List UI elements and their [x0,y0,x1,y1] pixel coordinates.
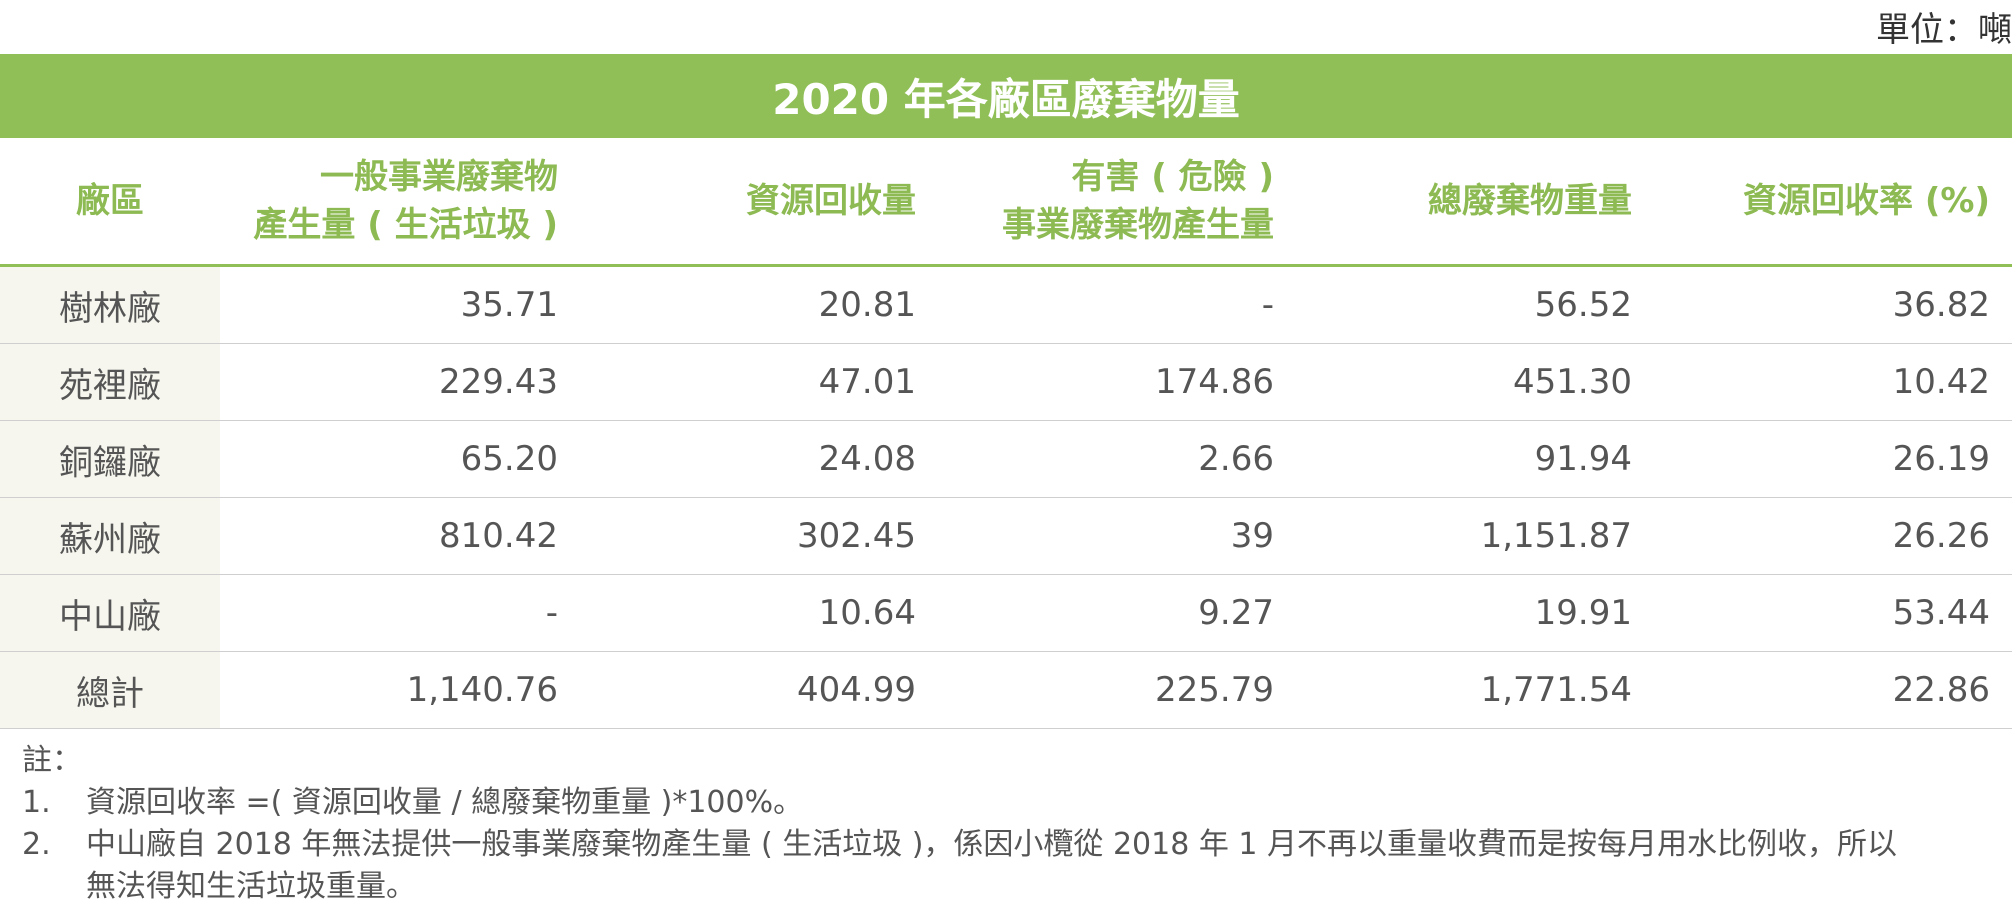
notes-section: 註： 1. 資源回收率 =( 資源回收量 / 總廢棄物重量 )*100%。 2.… [22,740,2002,908]
rate-cell: 53.44 [1892,593,1990,633]
header-plant-label: 廠區 [76,181,144,221]
table-row: 苑裡廠 229.43 47.01 174.86 451.30 10.42 [0,344,2012,421]
header-recycled: 資源回收量 [746,138,916,264]
header-total-weight: 總廢棄物重量 [1428,138,1632,264]
header-plant: 廠區 [0,138,220,264]
note-number: 1. [22,785,51,820]
recycled-cell: 24.08 [818,439,916,479]
header-hazardous-line1: 有害 ( 危險 ) [1071,157,1274,197]
header-recycle-rate: 資源回收率 (%) [1743,138,1990,264]
total-cell: 19.91 [1534,593,1632,633]
general-cell: 810.42 [439,516,558,556]
header-hazardous-line2: 事業廢棄物產生量 [1002,205,1274,245]
note-text-line: 無法得知生活垃圾重量。 [86,869,416,904]
general-cell: - [545,593,558,633]
general-cell: 229.43 [439,362,558,402]
hazardous-cell: 39 [1230,516,1274,556]
rate-cell: 36.82 [1892,285,1990,325]
table-header-row: 廠區 一般事業廢棄物 產生量 ( 生活垃圾 ) 資源回收量 有害 ( 危險 ) … [0,138,2012,267]
notes-heading: 註： [22,743,82,778]
plant-cell: 樹林廠 [0,267,220,343]
total-cell: 56.52 [1534,285,1632,325]
table-row: 蘇州廠 810.42 302.45 39 1,151.87 26.26 [0,498,2012,575]
hazardous-cell: 225.79 [1155,670,1274,710]
rate-cell: 26.26 [1892,516,1990,556]
table-title: 2020 年各廠區廢棄物量 [0,54,2012,138]
note-text: 資源回收率 =( 資源回收量 / 總廢棄物重量 )*100%。 [86,782,2002,824]
general-cell: 1,140.76 [406,670,558,710]
general-cell: 65.20 [460,439,558,479]
total-cell: 1,151.87 [1480,516,1632,556]
hazardous-cell: 2.66 [1198,439,1274,479]
rate-cell: 26.19 [1892,439,1990,479]
general-cell: 35.71 [460,285,558,325]
total-cell: 1,771.54 [1480,670,1632,710]
plant-cell: 苑裡廠 [0,344,220,420]
table-row: 樹林廠 35.71 20.81 - 56.52 36.82 [0,267,2012,344]
hazardous-cell: 9.27 [1198,593,1274,633]
recycled-cell: 20.81 [818,285,916,325]
total-cell: 91.94 [1534,439,1632,479]
header-general-waste: 一般事業廢棄物 產生量 ( 生活垃圾 ) [253,138,558,264]
header-hazardous: 有害 ( 危險 ) 事業廢棄物產生量 [1002,138,1274,264]
plant-cell: 中山廠 [0,575,220,651]
recycled-cell: 10.64 [818,593,916,633]
total-cell: 451.30 [1513,362,1632,402]
header-recycle-rate-label: 資源回收率 (%) [1743,181,1990,221]
unit-label: 單位：噸 [1876,10,2012,50]
note-number: 2. [22,827,51,862]
note-item: 1. 資源回收率 =( 資源回收量 / 總廢棄物重量 )*100%。 [22,782,2002,824]
note-text-line: 中山廠自 2018 年無法提供一般事業廢棄物產生量 ( 生活垃圾 )，係因小欖從… [86,827,1898,862]
table-row: 銅鑼廠 65.20 24.08 2.66 91.94 26.19 [0,421,2012,498]
recycled-cell: 47.01 [818,362,916,402]
header-total-weight-label: 總廢棄物重量 [1428,181,1632,221]
table-body: 樹林廠 35.71 20.81 - 56.52 36.82 苑裡廠 229.43… [0,267,2012,729]
table-row: 中山廠 - 10.64 9.27 19.91 53.44 [0,575,2012,652]
note-item: 2. 中山廠自 2018 年無法提供一般事業廢棄物產生量 ( 生活垃圾 )，係因… [22,824,2002,908]
recycled-cell: 302.45 [797,516,916,556]
header-recycled-label: 資源回收量 [746,181,916,221]
recycled-cell: 404.99 [797,670,916,710]
plant-cell: 蘇州廠 [0,498,220,574]
note-text-line: 資源回收率 =( 資源回收量 / 總廢棄物重量 )*100%。 [86,785,804,820]
plant-cell: 銅鑼廠 [0,421,220,497]
rate-cell: 22.86 [1892,670,1990,710]
header-general-line2: 產生量 ( 生活垃圾 ) [253,205,558,245]
note-text: 中山廠自 2018 年無法提供一般事業廢棄物產生量 ( 生活垃圾 )，係因小欖從… [86,824,2002,908]
header-general-line1: 一般事業廢棄物 [320,157,558,197]
hazardous-cell: 174.86 [1155,362,1274,402]
rate-cell: 10.42 [1892,362,1990,402]
plant-cell: 總計 [0,652,220,728]
table-row-total: 總計 1,140.76 404.99 225.79 1,771.54 22.86 [0,652,2012,729]
hazardous-cell: - [1261,285,1274,325]
